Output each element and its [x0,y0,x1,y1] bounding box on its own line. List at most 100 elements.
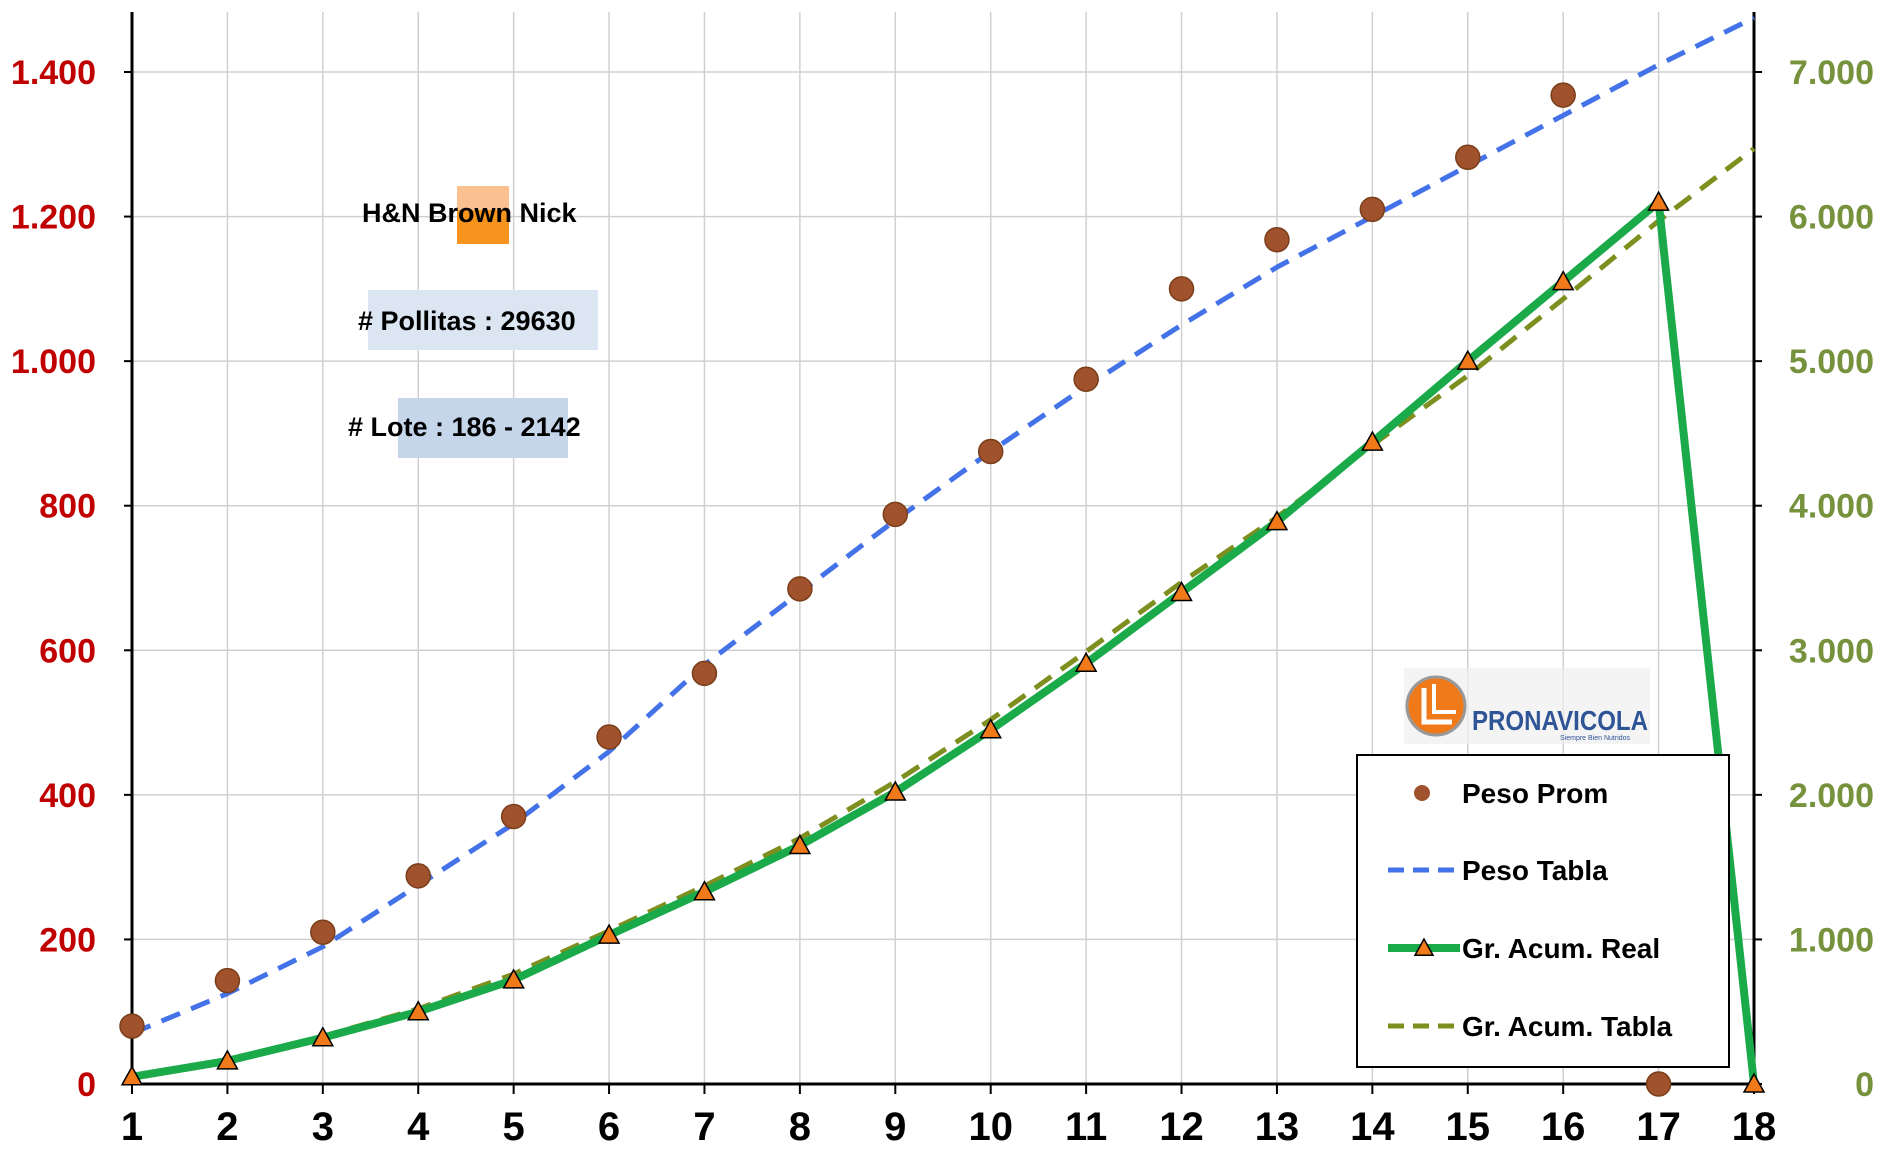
data-point-peso-prom [691,660,718,687]
data-point-peso-prom [1359,196,1386,223]
series-line-gr-acum-real [131,198,1758,1085]
legend-label: Gr. Acum. Real [1462,933,1660,964]
data-point-peso-prom [977,438,1004,465]
right-tick-label: 6.000 [1789,199,1874,237]
lote-box [398,398,568,458]
x-tick-label: 8 [789,1105,811,1149]
legend-swatch-triangle [1413,937,1435,956]
data-point-peso-prom [119,1013,145,1039]
x-tick-label: 14 [1350,1105,1395,1149]
info-lote: # Lote : 186 - 2142 [348,398,581,458]
series-line-peso-tabla [131,15,1756,1036]
logo-icon-mark2 [1432,684,1456,714]
legend-items: Peso Prom Peso Tabla Gr. Acum. Real Gr. Acu… [1388,778,1672,1042]
data-point-peso-prom [214,967,241,994]
info-breed: H&N Brown Nick [362,186,578,244]
left-tick-label: 200 [39,921,96,959]
data-point-peso-prom [1455,144,1481,171]
x-tick-label: 4 [407,1105,430,1149]
x-tick-label: 17 [1636,1105,1681,1149]
data-point-peso-prom [596,724,622,750]
data-point-peso-prom [1645,1071,1672,1097]
pollitas-box [368,290,598,350]
legend-box [1356,754,1730,1068]
data-point-peso-prom [310,919,336,945]
data-point-gr-acum-real [788,833,812,855]
data-point-gr-acum-real [1265,510,1289,531]
left-tick-label: 1.400 [11,54,96,92]
data-point-peso-prom [1168,276,1195,302]
legend: Peso Prom Peso Tabla Gr. Acum. Real Gr. Acu… [1356,754,1730,1068]
left-tick-label: 800 [39,488,96,526]
breed-label: H&N Brown Nick [362,198,578,228]
data-point-gr-acum-real [979,718,1002,739]
x-tick-label: 12 [1159,1105,1204,1149]
x-tick-label: 6 [598,1105,620,1149]
x-tick-label: 1 [121,1105,143,1149]
x-tick-label: 15 [1446,1105,1491,1149]
data-point-gr-acum-real [216,1049,239,1070]
data-point-gr-acum-real [406,1000,430,1021]
legend-label: Peso Tabla [1462,855,1608,886]
left-tick-label: 0 [77,1066,96,1104]
right-tick-label: 7.000 [1789,54,1874,92]
x-tick-label: 3 [312,1105,334,1149]
data-point-peso-prom [405,863,431,889]
legend-label: Peso Prom [1462,778,1608,809]
x-tick-label: 9 [884,1105,906,1149]
data-point-gr-acum-real [1551,270,1575,291]
left-tick-label: 1.200 [11,199,96,237]
series-layer [119,15,1766,1097]
right-tick-label: 4.000 [1789,488,1874,526]
left-tick-label: 600 [39,632,96,670]
axes [130,12,1756,1086]
data-point-gr-acum-real [311,1026,335,1047]
x-tick-label: 10 [968,1105,1013,1149]
x-tick-label: 7 [693,1105,715,1149]
data-point-gr-acum-real [1361,430,1384,451]
data-point-peso-prom [1550,82,1576,108]
x-tick-label: 16 [1541,1105,1586,1149]
right-tick-label: 0 [1855,1066,1874,1104]
x-tick-label: 13 [1255,1105,1300,1149]
data-point-gr-acum-real [693,880,716,901]
data-point-peso-prom [500,803,527,830]
data-point-peso-prom [882,501,909,528]
data-point-gr-acum-real [1456,349,1480,370]
data-point-gr-acum-real [502,968,525,989]
left-axis-ticks: 0 200 400 600 800 1.000 1.200 1.400 [11,54,132,1104]
data-point-gr-acum-real [1647,190,1670,211]
data-point-gr-acum-real [1742,1072,1766,1093]
series-line-gr-acum-tabla [131,146,1756,1080]
logo-tagline: Siempre Bien Nutridos [1560,735,1631,742]
right-tick-label: 2.000 [1789,777,1874,815]
x-tick-label: 5 [503,1105,525,1149]
lote-label: # Lote : 186 - 2142 [348,412,581,442]
data-point-gr-acum-real [884,780,907,801]
right-tick-label: 5.000 [1789,343,1874,381]
breed-swatch-top [457,186,509,210]
data-point-gr-acum-real [120,1065,144,1086]
right-tick-label: 3.000 [1789,632,1874,670]
logo-icon-mark [1421,688,1452,725]
x-axis-ticks: 1 2 3 4 5 6 7 8 9 10 11 12 13 14 15 16 17 18 [121,1084,1776,1149]
logo: PRONAVICOLA Siempre Bien Nutridos [1404,668,1650,744]
data-point-peso-prom [1073,366,1099,392]
right-axis-ticks: 0 1.000 2.000 3.000 4.000 5.000 6.000 7.000 [1754,54,1874,1104]
x-tick-label: 18 [1732,1105,1777,1149]
info-pollitas: # Pollitas : 29630 [358,290,598,350]
data-point-peso-prom [787,576,813,602]
x-tick-label: 11 [1065,1105,1107,1149]
x-tick-label: 2 [216,1105,238,1149]
pollitas-label: # Pollitas : 29630 [358,306,576,336]
legend-label: Gr. Acum. Tabla [1462,1011,1672,1042]
data-point-gr-acum-real [597,923,621,944]
logo-text: PRONAVICOLA [1472,705,1648,736]
right-tick-label: 1.000 [1789,921,1874,959]
data-point-peso-prom [1264,226,1290,253]
legend-swatch-peso-prom [1414,785,1430,801]
left-tick-label: 400 [39,777,96,815]
data-point-gr-acum-real [1074,651,1098,673]
data-point-gr-acum-real [1170,580,1193,602]
